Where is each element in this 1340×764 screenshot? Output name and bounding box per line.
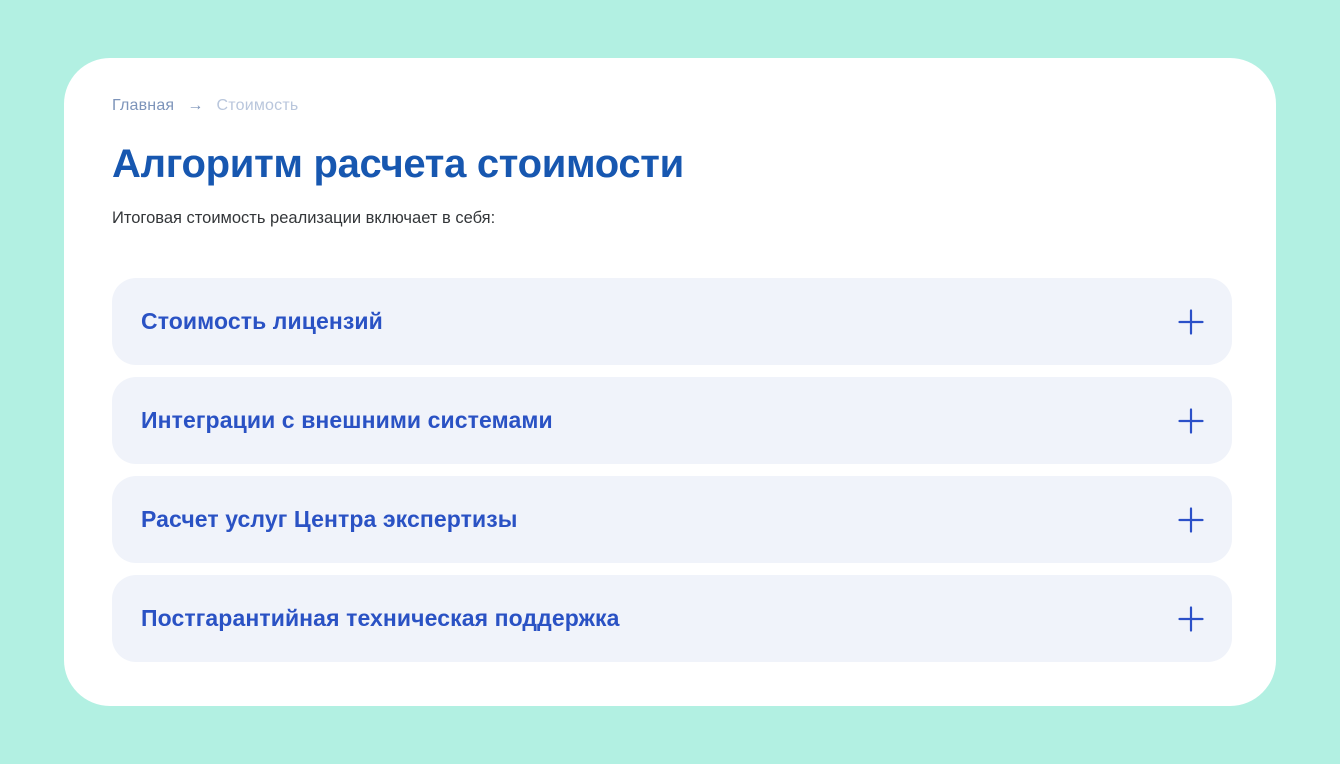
plus-icon <box>1178 506 1204 533</box>
accordion-list: Стоимость лицензий Интеграции с внешними… <box>112 278 1232 662</box>
accordion-item-label: Стоимость лицензий <box>141 308 383 334</box>
content-card: Главная → Стоимость Алгоритм расчета сто… <box>64 58 1276 706</box>
accordion-item-label: Расчет услуг Центра экспертизы <box>141 506 518 532</box>
page-subtitle: Итоговая стоимость реализации включает в… <box>112 209 496 227</box>
plus-icon <box>1178 407 1204 434</box>
accordion-item-label: Постгарантийная техническая поддержка <box>141 605 620 631</box>
page-title: Алгоритм расчета стоимости <box>112 142 684 186</box>
accordion-item-1[interactable]: Стоимость лицензий <box>112 278 1232 365</box>
accordion-item-4[interactable]: Постгарантийная техническая поддержка <box>112 575 1232 662</box>
accordion-item-2[interactable]: Интеграции с внешними системами <box>112 377 1232 464</box>
breadcrumb-arrow-icon: → <box>187 97 204 114</box>
accordion-item-label: Интеграции с внешними системами <box>141 407 553 433</box>
breadcrumb-current-page: Стоимость <box>216 97 299 114</box>
breadcrumb-link-home[interactable]: Главная <box>112 97 175 114</box>
plus-icon <box>1178 605 1204 632</box>
plus-icon <box>1178 308 1204 335</box>
breadcrumb: Главная → Стоимость <box>112 96 1232 116</box>
accordion-item-3[interactable]: Расчет услуг Центра экспертизы <box>112 476 1232 563</box>
